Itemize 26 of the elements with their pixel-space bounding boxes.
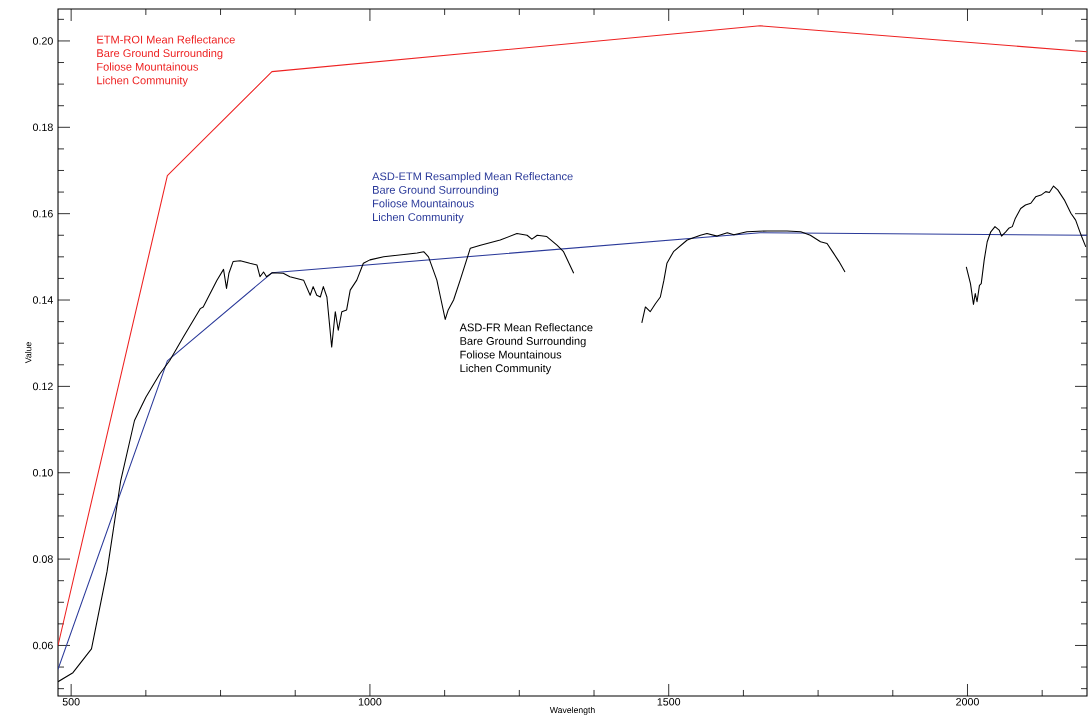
text: ETM-ROI Mean Reflectance bbox=[97, 35, 235, 44]
y-tick-label: 0.06 bbox=[32, 641, 53, 650]
annotation: Bare Ground Surrounding bbox=[97, 48, 223, 60]
annotation: Foliose Mountainous bbox=[460, 350, 562, 359]
x-tick-label: 500 bbox=[62, 698, 80, 706]
y-tick-label: 0.10 bbox=[32, 468, 53, 477]
x-tick-label: 1500 bbox=[657, 698, 681, 706]
y-tick-label: 0.08 bbox=[32, 555, 53, 563]
annotation: Lichen Community bbox=[373, 212, 464, 224]
annotation: Bare Ground Surrounding bbox=[460, 336, 586, 348]
x-axis-title: Wavelength bbox=[549, 706, 595, 715]
y-tick-label: 0.20 bbox=[32, 37, 53, 45]
series-label: ASD-FR Mean Reflectance bbox=[459, 323, 593, 332]
x-tick-label: 1000 bbox=[358, 698, 382, 706]
annotation: Lichen Community bbox=[460, 364, 552, 375]
annotation: Lichen Community bbox=[97, 76, 188, 87]
annotation: Foliose Mountainous bbox=[97, 62, 199, 71]
annotation: Bare Ground Surrounding bbox=[373, 185, 499, 196]
annotation: Foliose Mountainous bbox=[373, 199, 474, 208]
y-tick-label: 0.18 bbox=[32, 123, 53, 132]
y-tick-label: 0.12 bbox=[32, 382, 53, 391]
y-axis-title: Value bbox=[25, 342, 32, 364]
y-tick-label: 0.14 bbox=[32, 296, 53, 304]
x-tick-label: 2000 bbox=[956, 698, 979, 706]
y-tick-label: 0.16 bbox=[32, 209, 53, 218]
text: ASD-ETM Resampled Mean Reflectance bbox=[372, 172, 573, 183]
